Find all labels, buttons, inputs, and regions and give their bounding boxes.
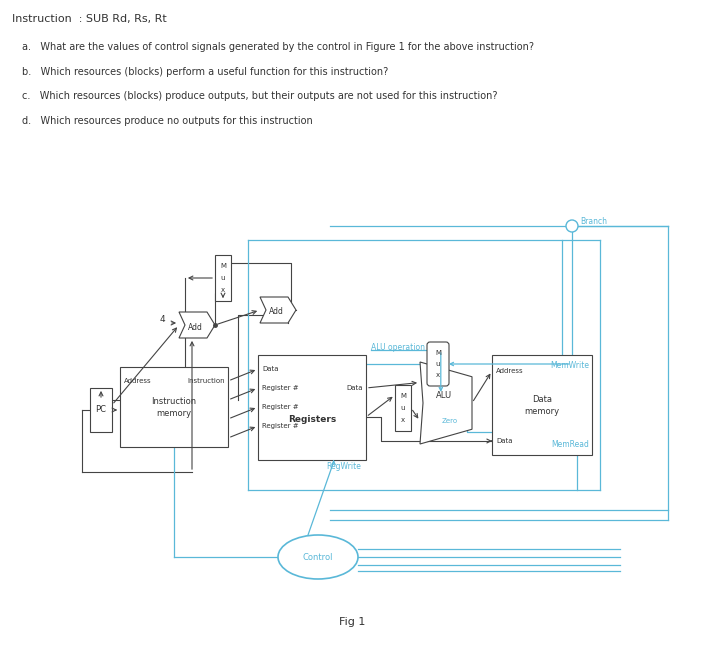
Text: Instruction: Instruction: [187, 378, 225, 384]
Text: 4: 4: [159, 315, 165, 323]
Text: Zero: Zero: [442, 418, 458, 424]
Polygon shape: [260, 297, 296, 323]
Circle shape: [566, 220, 578, 232]
Bar: [90, 388, 112, 432]
Text: Instruction: Instruction: [151, 397, 196, 405]
Text: ALU operation: ALU operation: [371, 343, 425, 352]
Text: x: x: [436, 372, 440, 378]
Text: Register #: Register #: [262, 404, 298, 410]
Bar: [215, 255, 231, 301]
Text: MemRead: MemRead: [551, 440, 589, 449]
Text: Branch: Branch: [581, 218, 608, 226]
Bar: [120, 367, 228, 447]
Text: d.   Which resources produce no outputs for this instruction: d. Which resources produce no outputs fo…: [22, 116, 313, 126]
Text: Fig 1: Fig 1: [339, 617, 365, 627]
Bar: [258, 355, 366, 460]
Text: RegWrite: RegWrite: [326, 462, 361, 471]
Text: Address: Address: [496, 368, 524, 374]
Text: a.   What are the values of control signals generated by the control in Figure 1: a. What are the values of control signal…: [22, 42, 534, 52]
Polygon shape: [420, 362, 472, 444]
Text: x: x: [401, 416, 405, 422]
Bar: [395, 385, 411, 431]
Text: Add: Add: [187, 323, 203, 331]
Bar: [492, 355, 592, 455]
Text: Register #: Register #: [262, 385, 298, 391]
Text: memory: memory: [156, 409, 191, 418]
Text: memory: memory: [524, 407, 560, 416]
Text: PC: PC: [96, 405, 106, 414]
Text: ALU: ALU: [436, 391, 452, 399]
Polygon shape: [179, 312, 215, 338]
Text: M: M: [400, 393, 406, 399]
Text: Address: Address: [124, 378, 151, 384]
Text: Data: Data: [532, 395, 552, 405]
Text: M: M: [435, 350, 441, 356]
FancyBboxPatch shape: [427, 342, 449, 386]
Text: Add: Add: [268, 308, 284, 317]
Ellipse shape: [278, 535, 358, 579]
Text: Data: Data: [262, 366, 279, 372]
Text: b.   Which resources (blocks) perform a useful function for this instruction?: b. Which resources (blocks) perform a us…: [22, 67, 388, 77]
Text: u: u: [221, 275, 225, 281]
Text: Instruction  : SUB Rd, Rs, Rt: Instruction : SUB Rd, Rs, Rt: [12, 14, 167, 24]
Text: x: x: [221, 286, 225, 292]
Text: Register #: Register #: [262, 423, 298, 429]
Text: Data: Data: [346, 385, 363, 391]
Text: Control: Control: [303, 552, 333, 562]
Text: u: u: [436, 361, 440, 367]
Text: M: M: [220, 263, 226, 269]
Text: Data: Data: [496, 438, 513, 444]
Text: u: u: [401, 405, 406, 411]
Text: MemWrite: MemWrite: [550, 361, 589, 370]
Text: c.   Which resources (blocks) produce outputs, but their outputs are not used fo: c. Which resources (blocks) produce outp…: [22, 91, 498, 101]
Text: Registers: Registers: [288, 415, 336, 424]
